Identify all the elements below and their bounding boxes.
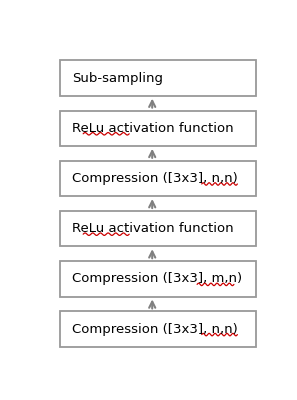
Text: Sub-sampling: Sub-sampling bbox=[72, 72, 163, 84]
Bar bbox=[60, 161, 256, 196]
Bar bbox=[60, 110, 256, 146]
Text: ReLu activation function: ReLu activation function bbox=[72, 122, 233, 135]
Bar bbox=[60, 261, 256, 296]
Bar bbox=[60, 211, 256, 246]
Text: Compression ([3x3], n,n): Compression ([3x3], n,n) bbox=[72, 172, 237, 185]
Text: ReLu activation function: ReLu activation function bbox=[72, 222, 233, 235]
Text: Compression ([3x3], n,n): Compression ([3x3], n,n) bbox=[72, 322, 237, 336]
Text: Compression ([3x3], m,n): Compression ([3x3], m,n) bbox=[72, 272, 242, 285]
Bar bbox=[60, 60, 256, 96]
Bar bbox=[60, 311, 256, 347]
